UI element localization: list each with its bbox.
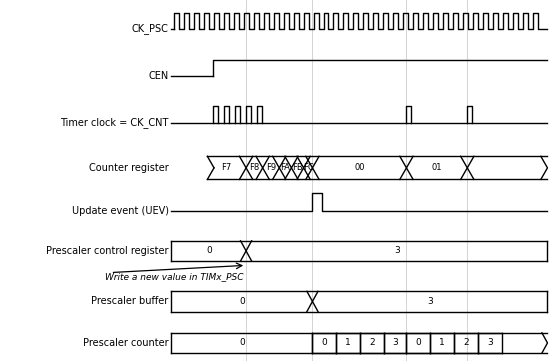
- Text: Prescaler buffer: Prescaler buffer: [91, 296, 169, 306]
- Text: 3: 3: [427, 297, 433, 306]
- Text: CEN: CEN: [148, 71, 169, 81]
- Text: 3: 3: [487, 339, 493, 347]
- Text: Timer clock = CK_CNT: Timer clock = CK_CNT: [60, 117, 169, 128]
- Text: F8: F8: [249, 164, 259, 172]
- Text: 2: 2: [369, 339, 375, 347]
- Text: 2: 2: [463, 339, 469, 347]
- Text: Counter register: Counter register: [89, 163, 169, 173]
- Text: F9: F9: [266, 164, 276, 172]
- Text: 00: 00: [354, 164, 364, 172]
- Text: 0: 0: [206, 247, 212, 255]
- Text: 01: 01: [432, 164, 442, 172]
- Text: FC: FC: [302, 164, 314, 172]
- Text: 1: 1: [439, 339, 445, 347]
- Text: FA: FA: [280, 164, 290, 172]
- Text: Prescaler control register: Prescaler control register: [46, 246, 169, 256]
- Text: CK_PSC: CK_PSC: [132, 23, 169, 34]
- Text: 0: 0: [239, 297, 245, 306]
- Text: 0: 0: [239, 339, 245, 347]
- Text: Prescaler counter: Prescaler counter: [83, 338, 169, 348]
- Text: 1: 1: [345, 339, 351, 347]
- Text: F7: F7: [222, 164, 232, 172]
- Text: FB: FB: [292, 164, 303, 172]
- Text: Write a new value in TIMx_PSC: Write a new value in TIMx_PSC: [105, 272, 243, 280]
- Text: 3: 3: [394, 247, 400, 255]
- Text: 0: 0: [321, 339, 327, 347]
- Text: Update event (UEV): Update event (UEV): [72, 206, 169, 216]
- Text: 0: 0: [415, 339, 421, 347]
- Text: 3: 3: [392, 339, 398, 347]
